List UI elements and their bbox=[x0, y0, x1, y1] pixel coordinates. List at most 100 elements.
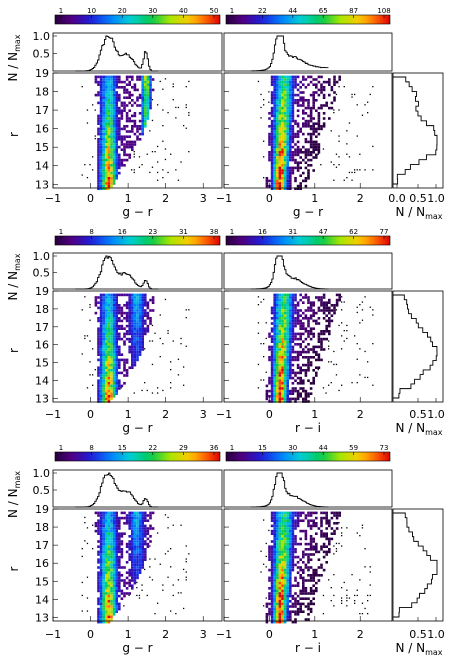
heatmap-cell bbox=[123, 363, 126, 367]
heatmap-cell bbox=[312, 99, 315, 102]
heatmap-cell bbox=[302, 581, 305, 585]
heatmap-cell bbox=[304, 125, 308, 128]
heatmap-cell bbox=[112, 78, 116, 81]
heatmap-cell bbox=[149, 322, 152, 325]
heatmap-cell bbox=[107, 363, 111, 367]
heatmap-cell bbox=[141, 330, 144, 333]
heatmap-cell bbox=[97, 618, 100, 621]
heatmap-cell bbox=[276, 322, 279, 325]
heatmap-cell bbox=[268, 558, 271, 561]
heatmap-cell bbox=[315, 322, 318, 325]
heatmap-cell bbox=[291, 327, 295, 330]
heatmap-cell bbox=[268, 587, 271, 590]
heatmap-cell bbox=[128, 317, 131, 320]
heatmap-cell bbox=[281, 519, 284, 522]
heatmap-cell bbox=[296, 600, 300, 603]
heatmap-cell bbox=[110, 387, 113, 390]
heatmap-cell bbox=[291, 319, 295, 323]
heatmap-cell bbox=[102, 293, 105, 297]
heatmap-cell bbox=[299, 332, 302, 336]
heatmap-cell bbox=[144, 514, 147, 517]
heatmap-cell bbox=[278, 343, 282, 346]
heatmap-cell bbox=[162, 343, 164, 345]
heatmap-cell bbox=[325, 519, 328, 522]
heatmap-cell bbox=[125, 581, 129, 585]
heatmap-cell bbox=[283, 374, 287, 377]
heatmap-cell bbox=[296, 161, 300, 164]
heatmap-cell bbox=[133, 524, 137, 528]
heatmap-cell bbox=[105, 379, 108, 382]
x-tick-label: 1 bbox=[311, 192, 318, 205]
heatmap-cell bbox=[99, 127, 103, 131]
heatmap-cell bbox=[286, 607, 289, 611]
heatmap-cell bbox=[141, 78, 144, 81]
heatmap-cell bbox=[296, 135, 300, 138]
heatmap-cell bbox=[291, 324, 295, 328]
heatmap-cell bbox=[115, 117, 118, 120]
heatmap-cell bbox=[110, 130, 113, 133]
heatmap-cell bbox=[265, 182, 269, 185]
heatmap-frame bbox=[52, 508, 223, 622]
heatmap-cell bbox=[307, 75, 310, 79]
heatmap-cell bbox=[312, 548, 315, 551]
heatmap-cell bbox=[276, 522, 279, 525]
heatmap-cell bbox=[281, 301, 284, 304]
heatmap-cell bbox=[112, 392, 116, 395]
heatmap-cell bbox=[125, 519, 129, 522]
heatmap-cell bbox=[128, 327, 131, 330]
heatmap-cell bbox=[97, 395, 100, 398]
heatmap-cell bbox=[283, 119, 287, 123]
heatmap-cell bbox=[110, 384, 113, 388]
heatmap-cell bbox=[149, 130, 151, 132]
heatmap-cell bbox=[289, 584, 292, 587]
heatmap-cell bbox=[286, 574, 289, 577]
colorbar-gradient bbox=[225, 14, 391, 25]
heatmap-cell bbox=[94, 529, 98, 533]
heatmap-cell bbox=[309, 119, 313, 123]
heatmap-cell bbox=[299, 156, 302, 159]
heatmap-cell bbox=[304, 330, 308, 333]
heatmap-cell bbox=[102, 555, 105, 559]
heatmap-cell bbox=[315, 542, 318, 546]
heatmap-cell bbox=[273, 138, 276, 141]
heatmap-cell bbox=[273, 75, 276, 79]
heatmap-cell bbox=[291, 348, 295, 351]
heatmap-cell bbox=[270, 179, 274, 183]
heatmap-cell bbox=[312, 369, 315, 372]
heatmap-cell bbox=[289, 348, 292, 351]
heatmap-cell bbox=[302, 132, 305, 136]
heatmap-cell bbox=[151, 309, 155, 312]
heatmap-cell bbox=[294, 161, 297, 164]
heatmap-cell bbox=[144, 511, 147, 515]
heatmap-cell bbox=[309, 114, 313, 118]
heatmap-cell bbox=[107, 119, 111, 123]
heatmap-cell bbox=[278, 130, 282, 133]
heatmap-cell bbox=[276, 527, 279, 530]
heatmap-cell bbox=[144, 532, 147, 535]
heatmap-cell bbox=[118, 337, 121, 341]
heatmap-cell bbox=[125, 117, 129, 120]
heatmap-cell bbox=[146, 545, 150, 548]
heatmap-cell bbox=[273, 605, 276, 608]
heatmap-cell bbox=[286, 177, 289, 180]
heatmap-cell bbox=[281, 563, 284, 567]
colorbar-tick-label: 1 bbox=[59, 444, 63, 452]
heatmap-cell bbox=[286, 327, 289, 330]
heatmap-cell bbox=[138, 125, 142, 128]
heatmap-cell bbox=[125, 112, 129, 115]
heatmap-cell bbox=[118, 579, 121, 582]
heatmap-cell bbox=[141, 306, 144, 310]
heatmap-cell bbox=[325, 309, 328, 312]
heatmap-cell bbox=[110, 366, 113, 369]
heatmap-cell bbox=[105, 555, 108, 559]
heatmap-cell bbox=[289, 298, 292, 302]
heatmap-cell bbox=[338, 511, 341, 515]
heatmap-cell bbox=[296, 366, 300, 369]
heatmap-cell bbox=[367, 361, 369, 363]
heatmap-cell bbox=[276, 112, 279, 115]
heatmap-cell bbox=[281, 353, 284, 356]
heatmap-cell bbox=[312, 519, 315, 522]
heatmap-cell bbox=[110, 184, 113, 188]
heatmap-cell bbox=[107, 184, 111, 188]
heatmap-cell bbox=[97, 345, 100, 349]
